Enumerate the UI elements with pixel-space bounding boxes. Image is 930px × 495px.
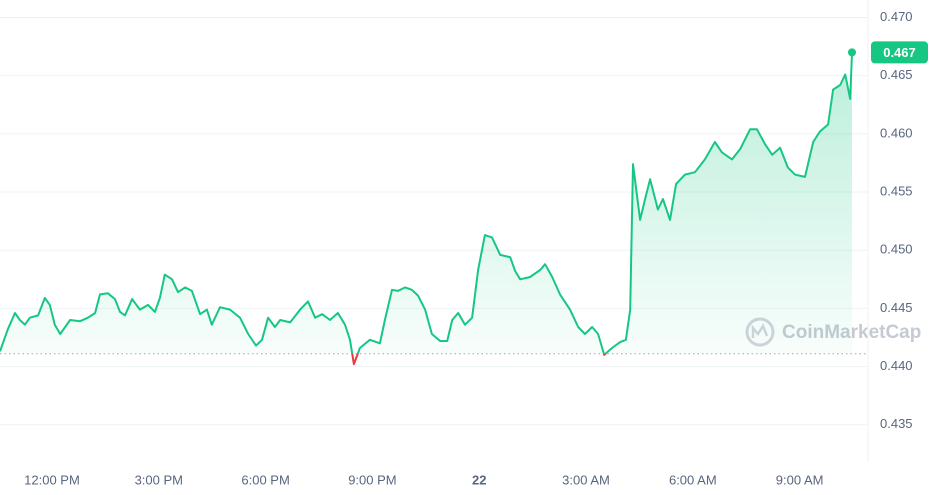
y-tick-label: 0.470 — [880, 9, 913, 24]
y-tick-label: 0.445 — [880, 300, 913, 315]
area — [0, 52, 852, 365]
x-tick-label: 3:00 PM — [135, 472, 183, 487]
price-badge-label: 0.467 — [883, 45, 916, 60]
y-tick-label: 0.435 — [880, 416, 913, 431]
x-tick-label: 6:00 PM — [241, 472, 289, 487]
x-tick-label: 6:00 AM — [669, 472, 717, 487]
x-tick-label: 9:00 PM — [348, 472, 396, 487]
x-tick-label: 12:00 PM — [24, 472, 80, 487]
price-badge — [871, 41, 928, 64]
x-tick-label: 22 — [472, 472, 486, 487]
last-point — [847, 48, 856, 57]
y-tick-label: 0.450 — [880, 242, 913, 257]
y-tick-label: 0.460 — [880, 125, 913, 140]
y-tick-label: 0.440 — [880, 358, 913, 373]
y-tick-label: 0.465 — [880, 67, 913, 82]
x-tick-label: 3:00 AM — [562, 472, 610, 487]
x-tick-label: 9:00 AM — [776, 472, 824, 487]
y-tick-label: 0.455 — [880, 183, 913, 198]
price-line — [0, 52, 853, 366]
